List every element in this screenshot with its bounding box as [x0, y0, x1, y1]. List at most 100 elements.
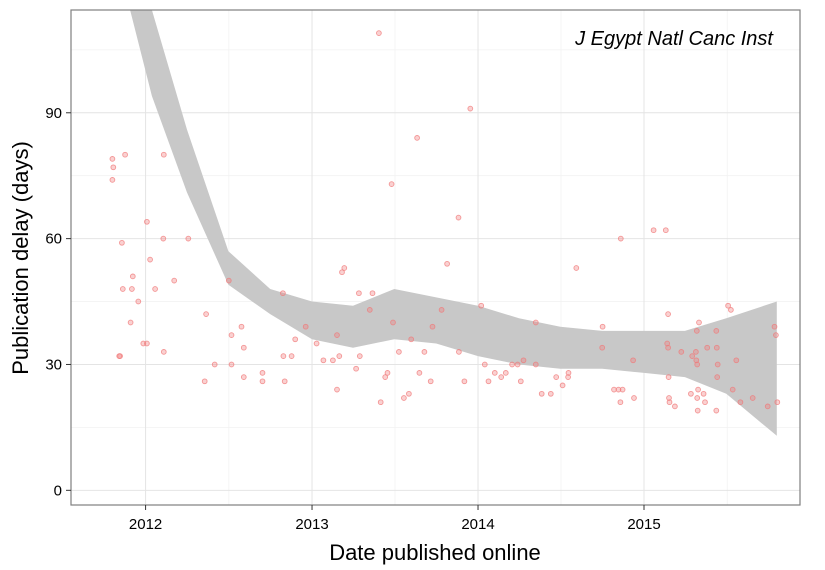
data-point — [334, 386, 340, 393]
data-point — [369, 290, 376, 297]
data-point — [427, 378, 434, 385]
y-tick-label: 30 — [45, 356, 62, 373]
data-point — [401, 395, 407, 401]
data-point — [211, 361, 218, 368]
data-point — [532, 361, 539, 368]
data-point — [185, 235, 192, 242]
data-point — [491, 370, 498, 376]
data-point — [408, 336, 415, 343]
data-point — [377, 399, 384, 406]
data-point — [160, 235, 167, 242]
data-point — [117, 353, 123, 359]
data-point — [478, 302, 485, 309]
data-point — [617, 235, 624, 242]
data-point — [689, 353, 696, 359]
data-points-layer — [109, 30, 781, 414]
data-point — [773, 332, 779, 338]
data-point — [339, 269, 345, 276]
data-point — [749, 395, 756, 401]
data-point — [619, 386, 626, 393]
data-point — [559, 382, 566, 389]
data-point — [694, 395, 701, 401]
x-axis-title: Date published online — [329, 540, 541, 565]
data-point — [693, 328, 700, 334]
data-point — [713, 344, 720, 351]
data-point — [438, 307, 445, 313]
data-point — [341, 265, 348, 271]
y-tick-label: 60 — [45, 231, 62, 248]
data-point — [693, 357, 700, 364]
data-point — [390, 319, 396, 326]
data-point — [502, 370, 509, 376]
data-point — [366, 307, 373, 313]
data-point — [514, 361, 521, 368]
data-point — [665, 344, 671, 351]
data-point — [259, 370, 266, 376]
data-point — [119, 239, 125, 246]
data-point — [127, 319, 134, 326]
data-point — [704, 344, 711, 351]
data-point — [152, 286, 158, 292]
data-point — [288, 353, 295, 359]
data-point — [119, 286, 126, 292]
data-point — [599, 344, 606, 351]
data-point — [388, 181, 395, 187]
data-point — [714, 374, 721, 380]
data-point — [565, 374, 571, 380]
data-point — [396, 349, 402, 355]
data-point — [532, 319, 539, 326]
y-tick-label: 90 — [45, 105, 62, 122]
data-point — [336, 353, 343, 359]
data-point — [774, 399, 781, 406]
data-point — [356, 290, 362, 297]
data-point — [110, 164, 117, 171]
y-tick-label: 0 — [54, 482, 62, 499]
data-point — [733, 357, 740, 364]
data-point — [429, 323, 436, 330]
data-point — [444, 260, 450, 267]
data-point — [665, 374, 672, 380]
data-point — [320, 357, 327, 364]
data-point — [694, 407, 701, 414]
data-point — [688, 390, 694, 397]
data-point — [694, 361, 701, 368]
data-point — [729, 386, 736, 393]
data-point — [764, 403, 771, 410]
data-point — [144, 340, 150, 347]
data-point — [662, 227, 669, 234]
data-point — [700, 390, 707, 397]
data-point — [330, 357, 336, 364]
x-tick-label: 2012 — [129, 516, 162, 533]
data-point — [538, 390, 545, 397]
data-point — [693, 349, 699, 355]
data-point — [414, 135, 420, 141]
data-point — [702, 399, 708, 406]
data-point — [520, 357, 527, 364]
data-point — [129, 273, 136, 280]
data-point — [147, 256, 153, 263]
data-point — [481, 361, 488, 368]
data-point — [376, 30, 382, 36]
data-point — [228, 361, 235, 368]
data-point — [356, 353, 363, 359]
data-point — [240, 374, 247, 380]
data-point — [666, 395, 672, 401]
data-point — [313, 340, 320, 347]
x-tick-label: 2015 — [627, 516, 660, 533]
data-point — [382, 374, 389, 380]
data-point — [302, 323, 309, 330]
data-point — [203, 311, 209, 317]
data-point — [109, 177, 116, 183]
data-point — [713, 407, 720, 414]
data-point — [160, 151, 167, 158]
data-point — [728, 307, 734, 313]
data-point — [144, 218, 150, 225]
data-point — [455, 214, 462, 221]
data-point — [565, 370, 572, 376]
data-point — [665, 311, 671, 317]
data-point — [281, 378, 288, 385]
data-point — [517, 378, 524, 385]
data-point — [135, 298, 142, 305]
data-point — [353, 365, 359, 372]
